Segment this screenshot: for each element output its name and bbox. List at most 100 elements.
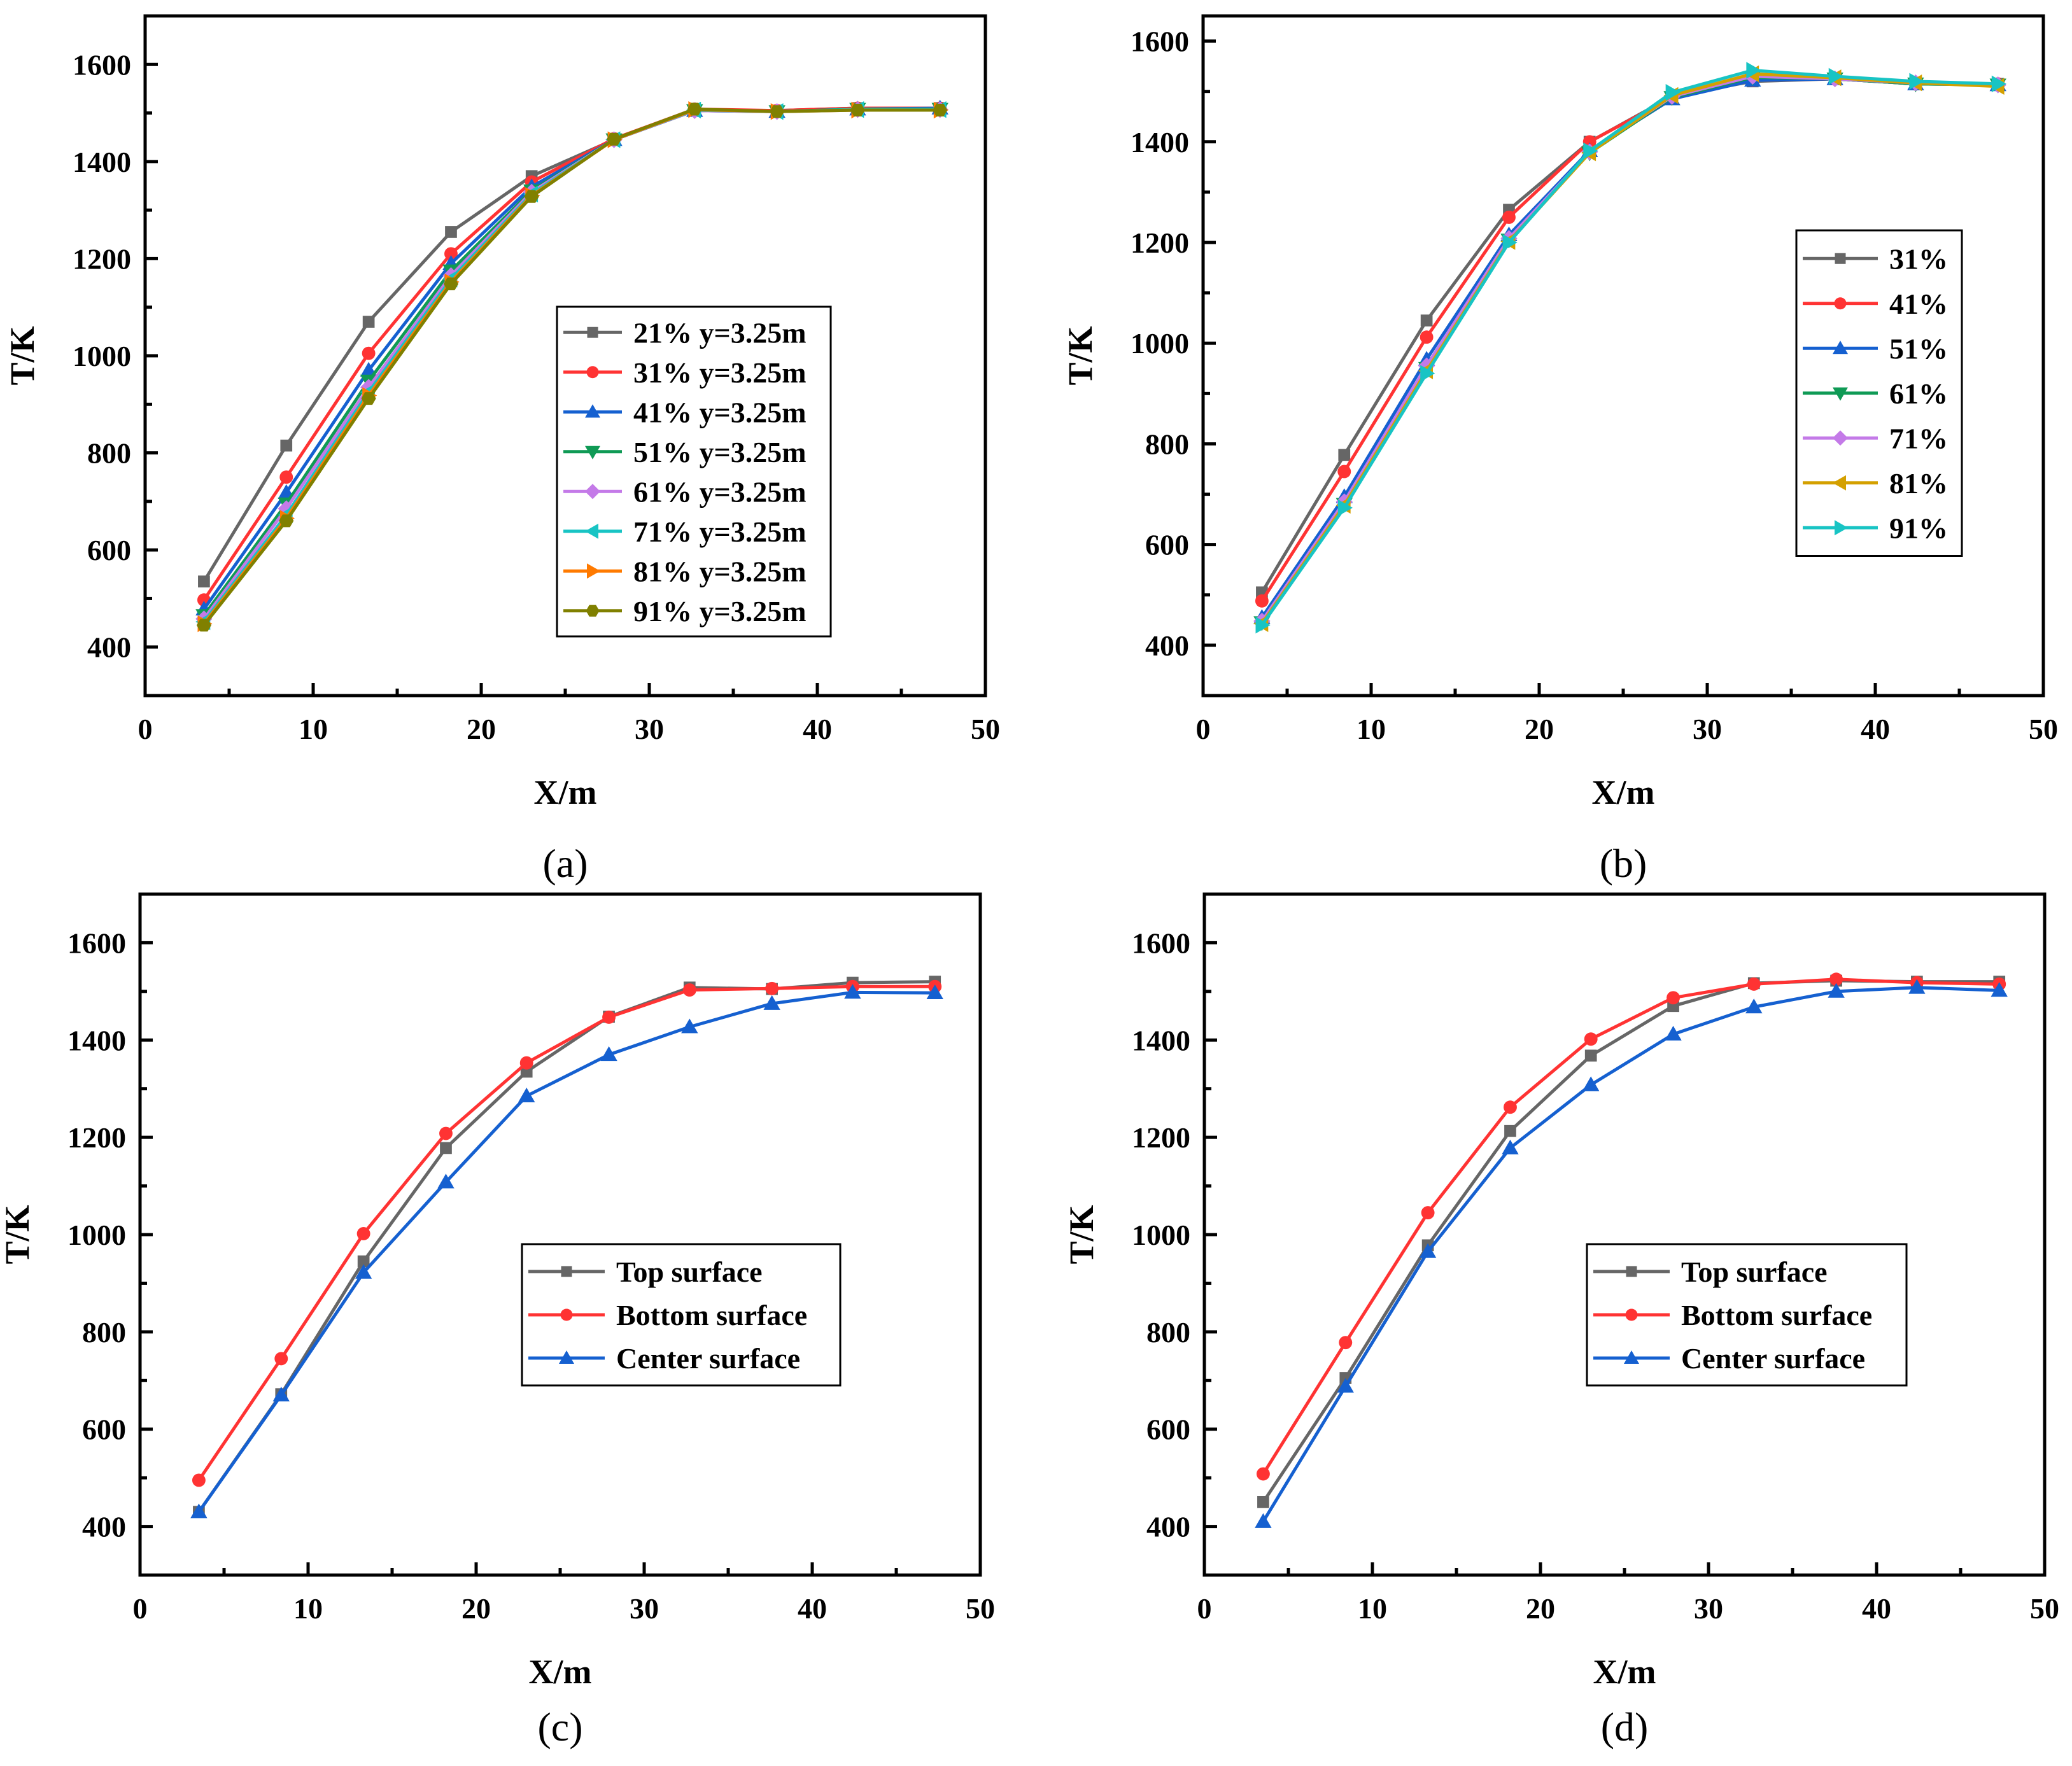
data-point — [1583, 142, 1598, 160]
legend-item: 91% — [1803, 512, 1948, 544]
legend-label: 81% — [1889, 467, 1948, 500]
data-point — [933, 103, 948, 116]
data-point — [524, 190, 539, 203]
legend-marker — [585, 404, 600, 418]
legend-label: 71% — [1889, 422, 1948, 454]
legend-label: 91% y=3.25m — [633, 595, 807, 627]
series-line — [197, 985, 935, 1482]
data-point — [361, 392, 376, 405]
data-point — [687, 102, 702, 116]
data-point — [1745, 999, 1763, 1014]
data-point — [607, 132, 622, 146]
legend-item: 31% y=3.25m — [563, 356, 807, 389]
data-point — [274, 1352, 288, 1366]
y-tick-label: 400 — [1145, 629, 1189, 662]
data-point — [850, 103, 865, 116]
data-point — [362, 316, 375, 328]
x-tick-label: 0 — [133, 1592, 148, 1625]
y-tick-label: 800 — [1145, 428, 1189, 460]
data-point — [198, 575, 210, 588]
legend-item: 91% y=3.25m — [563, 595, 807, 627]
x-tick-label: 30 — [1693, 713, 1722, 745]
data-point — [1419, 1243, 1437, 1258]
legend-label: 51% y=3.25m — [633, 436, 807, 468]
y-tick-label: 1200 — [73, 242, 131, 275]
legend-item: 71% y=3.25m — [563, 515, 807, 548]
legend-label: Center surface — [616, 1342, 800, 1375]
data-point — [445, 226, 457, 238]
legend-item: 81% y=3.25m — [563, 555, 807, 587]
data-point — [192, 1473, 206, 1487]
legend-marker — [1833, 475, 1846, 491]
data-point — [602, 1010, 616, 1024]
y-tick-label: 1200 — [67, 1121, 126, 1154]
series-line — [1262, 986, 1999, 1523]
y-tick-label: 1600 — [73, 48, 131, 81]
legend: 21% y=3.25m 31% y=3.25m 41% y=3.25m 51% y=3… — [556, 305, 832, 638]
legend-label: 61% y=3.25m — [633, 475, 807, 508]
legend-marker — [585, 484, 600, 500]
data-point — [278, 500, 295, 517]
legend-marker — [1834, 297, 1847, 310]
legend: 31% 41% 51% 61% 71% 81% 91% — [1795, 229, 1963, 557]
data-point — [362, 346, 376, 360]
y-axis-title: T/K — [1062, 1205, 1101, 1264]
x-axis-title: X/m — [1593, 1653, 1656, 1691]
legend-marker — [585, 523, 598, 539]
legend-item: 51% y=3.25m — [563, 436, 807, 468]
y-tick-label: 400 — [82, 1511, 126, 1543]
y-tick-label: 600 — [87, 534, 131, 566]
y-axis-title: T/K — [3, 326, 41, 385]
legend-item: 31% — [1803, 242, 1948, 275]
data-point — [1502, 234, 1518, 251]
data-point — [1337, 499, 1353, 517]
y-tick-label: 1400 — [1131, 126, 1189, 158]
legend-item: 41% y=3.25m — [563, 396, 807, 428]
data-point — [1908, 979, 1926, 994]
legend-label: 41% — [1889, 288, 1948, 320]
data-point — [440, 1142, 452, 1154]
x-tick-label: 0 — [138, 713, 153, 745]
data-point — [519, 1056, 533, 1070]
y-tick-label: 1000 — [1132, 1219, 1190, 1251]
legend-label: 21% y=3.25m — [633, 316, 807, 349]
data-point — [1255, 1513, 1272, 1528]
series-center-surface — [1255, 979, 2008, 1528]
y-tick-label: 400 — [87, 631, 131, 664]
legend-item: Top surface — [528, 1256, 763, 1288]
data-point — [1339, 1336, 1353, 1350]
legend-label: 41% y=3.25m — [633, 396, 807, 428]
legend-label: 61% — [1889, 377, 1948, 410]
y-tick-label: 1200 — [1132, 1121, 1190, 1154]
series-91-y-3-25m — [196, 102, 948, 632]
data-point — [1665, 84, 1681, 101]
data-point — [1828, 983, 1845, 998]
legend-marker — [1626, 1266, 1637, 1277]
data-point — [844, 984, 861, 999]
legend-label: Bottom surface — [1681, 1299, 1872, 1331]
y-tick-label: 800 — [82, 1316, 126, 1349]
y-tick-label: 800 — [87, 437, 131, 470]
chart-panel-a: 0 10 20 30 40 50 400 600 800 1000 1200 1400 1600 X/m T… — [3, 14, 1000, 886]
legend-label: 31% y=3.25m — [633, 356, 807, 389]
data-point — [1746, 62, 1761, 79]
legend-marker — [1835, 253, 1846, 264]
legend-marker — [561, 1266, 572, 1277]
data-point — [272, 1387, 290, 1402]
series-line — [197, 990, 935, 1513]
legend-marker — [1833, 340, 1848, 354]
data-point — [190, 1503, 208, 1518]
legend-label: 51% — [1889, 332, 1948, 365]
chart-panel-c: 0 10 20 30 40 50 400 600 800 1000 1200 1400 1600 X/m T… — [0, 892, 995, 1749]
x-tick-label: 10 — [299, 713, 328, 745]
series-bottom-surface — [192, 979, 942, 1487]
data-point — [682, 983, 696, 997]
data-point — [280, 439, 293, 452]
legend-marker — [1835, 520, 1848, 536]
x-tick-label: 30 — [1694, 1592, 1723, 1625]
data-point — [681, 1018, 698, 1034]
data-point — [1502, 1139, 1519, 1154]
legend-label: 91% — [1889, 512, 1948, 544]
legend-label: 71% y=3.25m — [633, 515, 807, 548]
